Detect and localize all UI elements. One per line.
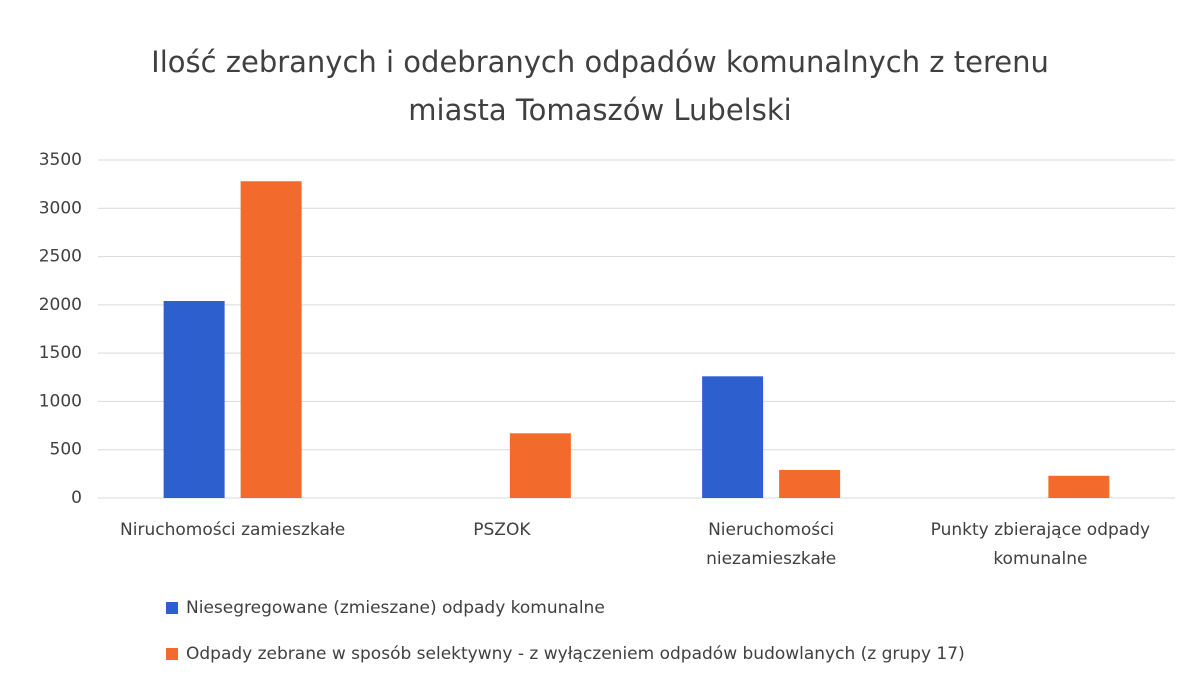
legend-item: Niesegregowane (zmieszane) odpady komuna… <box>166 598 605 618</box>
x-tick-label: Punkty zbierające odpady komunalne <box>930 520 1151 569</box>
bar <box>1048 475 1110 498</box>
y-tick-label: 3500 <box>39 150 82 170</box>
y-tick-label: 2500 <box>39 247 82 267</box>
bar <box>509 433 571 498</box>
y-tick-label: 3000 <box>39 198 82 218</box>
legend-item: Odpady zebrane w sposób selektywny - z w… <box>166 644 965 664</box>
y-tick-label: 0 <box>71 488 82 508</box>
y-tick-label: 1500 <box>39 343 82 363</box>
y-tick-label: 500 <box>50 440 82 460</box>
legend-swatch <box>166 648 178 660</box>
bar <box>163 300 225 498</box>
legend-label: Odpady zebrane w sposób selektywny - z w… <box>186 644 965 664</box>
bar <box>779 469 841 498</box>
x-tick-label: Niruchomości zamieszkałe <box>120 520 346 540</box>
legend-swatch <box>166 602 178 614</box>
y-tick-label: 1000 <box>39 391 82 411</box>
bar <box>240 181 302 498</box>
chart-title: Ilość zebranych i odebranych odpadów kom… <box>151 45 1049 127</box>
y-tick-label: 2000 <box>39 295 82 315</box>
x-tick-label: PSZOK <box>473 520 531 540</box>
bar <box>702 376 764 498</box>
legend-label: Niesegregowane (zmieszane) odpady komuna… <box>186 598 605 618</box>
x-tick-label: Nieruchomości niezamieszkałe <box>706 520 837 569</box>
